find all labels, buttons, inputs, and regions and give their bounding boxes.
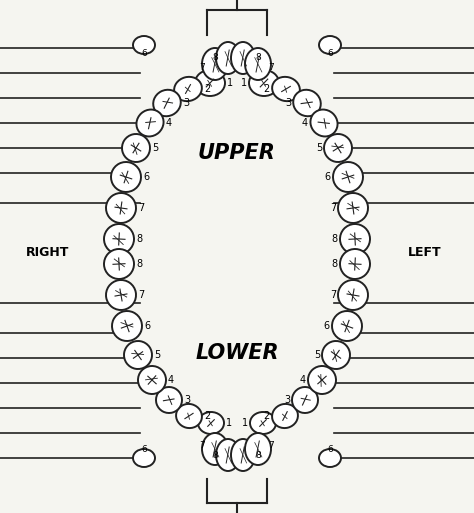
Text: 6: 6 <box>325 172 331 182</box>
Text: 2: 2 <box>264 411 270 421</box>
Text: 7: 7 <box>330 203 336 213</box>
Text: 3: 3 <box>183 98 189 108</box>
Text: 8: 8 <box>136 234 142 244</box>
Text: 7: 7 <box>138 290 144 300</box>
Text: 8: 8 <box>212 53 218 63</box>
Text: 4: 4 <box>168 375 174 385</box>
Ellipse shape <box>245 433 271 465</box>
Ellipse shape <box>137 110 164 136</box>
Ellipse shape <box>319 449 341 467</box>
Text: RIGHT: RIGHT <box>27 246 70 259</box>
Ellipse shape <box>292 387 318 413</box>
Ellipse shape <box>332 311 362 341</box>
Ellipse shape <box>319 36 341 54</box>
Ellipse shape <box>156 387 182 413</box>
Text: 7: 7 <box>330 290 336 300</box>
Ellipse shape <box>198 412 224 434</box>
Ellipse shape <box>216 42 240 74</box>
Ellipse shape <box>111 162 141 192</box>
Ellipse shape <box>333 162 363 192</box>
Ellipse shape <box>293 90 321 116</box>
Text: 8: 8 <box>255 450 261 460</box>
Ellipse shape <box>340 224 370 254</box>
Text: LEFT: LEFT <box>408 246 442 259</box>
Ellipse shape <box>250 412 276 434</box>
Text: 3: 3 <box>184 395 190 405</box>
Text: 6: 6 <box>143 172 149 182</box>
Text: 3: 3 <box>284 395 290 405</box>
Text: 8: 8 <box>136 259 142 269</box>
Text: 1: 1 <box>227 78 233 88</box>
Ellipse shape <box>122 134 150 162</box>
Ellipse shape <box>202 48 228 80</box>
Text: 6: 6 <box>324 321 330 331</box>
Ellipse shape <box>133 449 155 467</box>
Text: 7: 7 <box>199 442 205 450</box>
Ellipse shape <box>176 404 202 428</box>
Text: 7: 7 <box>268 63 274 71</box>
Ellipse shape <box>153 90 181 116</box>
Ellipse shape <box>231 42 255 74</box>
Text: 5: 5 <box>314 350 320 360</box>
Ellipse shape <box>133 36 155 54</box>
Text: 7: 7 <box>138 203 144 213</box>
Ellipse shape <box>104 224 134 254</box>
Text: 2: 2 <box>264 84 270 94</box>
Text: 1: 1 <box>226 418 232 428</box>
Text: 6: 6 <box>327 444 333 453</box>
Ellipse shape <box>245 48 271 80</box>
Text: 4: 4 <box>300 375 306 385</box>
Ellipse shape <box>308 366 336 394</box>
Text: 2: 2 <box>204 84 210 94</box>
Text: 8: 8 <box>212 450 218 460</box>
Text: 4: 4 <box>166 118 172 128</box>
Text: 5: 5 <box>316 143 322 153</box>
Text: 4: 4 <box>302 118 308 128</box>
Ellipse shape <box>138 366 166 394</box>
Ellipse shape <box>272 77 300 101</box>
Ellipse shape <box>112 311 142 341</box>
Text: 8: 8 <box>255 53 261 63</box>
Text: UPPER: UPPER <box>198 143 276 163</box>
Text: LOWER: LOWER <box>195 343 279 363</box>
Ellipse shape <box>195 70 225 96</box>
Ellipse shape <box>174 77 202 101</box>
Text: 2: 2 <box>204 411 210 421</box>
Text: 1: 1 <box>241 78 247 88</box>
Text: 6: 6 <box>141 49 147 58</box>
Ellipse shape <box>340 249 370 279</box>
Ellipse shape <box>338 280 368 310</box>
Ellipse shape <box>106 280 136 310</box>
Text: 5: 5 <box>154 350 160 360</box>
Text: 6: 6 <box>327 49 333 58</box>
Ellipse shape <box>216 439 240 471</box>
Ellipse shape <box>104 249 134 279</box>
Ellipse shape <box>231 439 255 471</box>
Ellipse shape <box>202 433 228 465</box>
Ellipse shape <box>106 193 136 223</box>
Text: 6: 6 <box>144 321 150 331</box>
Ellipse shape <box>310 110 337 136</box>
Ellipse shape <box>322 341 350 369</box>
Text: 6: 6 <box>141 444 147 453</box>
Text: 8: 8 <box>332 234 338 244</box>
Ellipse shape <box>272 404 298 428</box>
Text: 1: 1 <box>242 418 248 428</box>
Text: 5: 5 <box>152 143 158 153</box>
Text: 7: 7 <box>199 63 205 71</box>
Ellipse shape <box>338 193 368 223</box>
Ellipse shape <box>324 134 352 162</box>
Text: 7: 7 <box>268 442 274 450</box>
Text: 8: 8 <box>332 259 338 269</box>
Ellipse shape <box>249 70 279 96</box>
Text: 3: 3 <box>285 98 291 108</box>
Ellipse shape <box>124 341 152 369</box>
